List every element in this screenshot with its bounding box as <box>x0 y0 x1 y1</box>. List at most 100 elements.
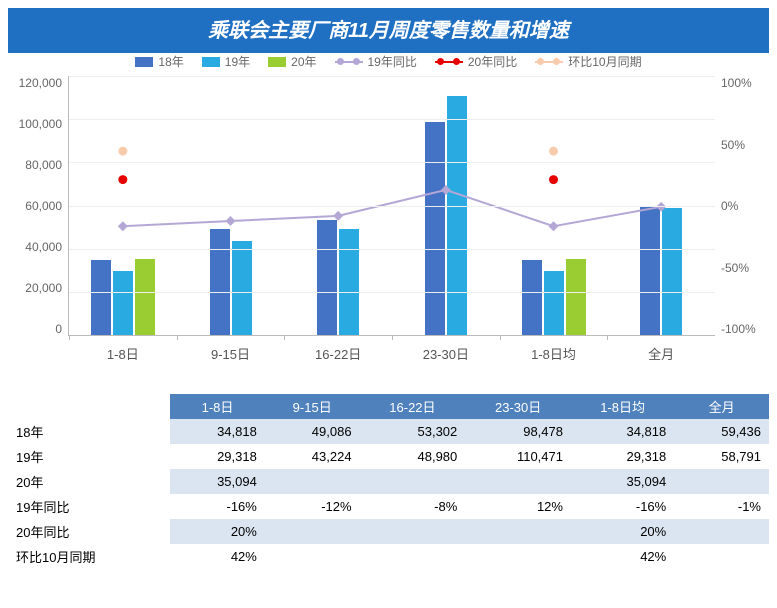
table-cell <box>360 469 466 494</box>
legend-item: 18年 <box>135 53 183 70</box>
table-cell: 35,094 <box>170 469 265 494</box>
table-row: 20年35,09435,094 <box>8 469 769 494</box>
table-row: 19年同比-16%-12%-8%12%-16%-1% <box>8 494 769 519</box>
x-axis-label: 16-22日 <box>315 344 361 363</box>
table-cell <box>265 519 360 544</box>
table-cell: 20% <box>170 519 265 544</box>
bar <box>339 229 359 335</box>
table-cell: 34,818 <box>571 419 674 444</box>
table-cell: 58,791 <box>674 444 769 469</box>
bar <box>544 271 564 335</box>
x-axis-label: 23-30日 <box>423 344 469 363</box>
legend-line <box>335 61 363 63</box>
row-label: 18年 <box>8 419 170 444</box>
gridline <box>69 292 715 293</box>
y-left-tick: 0 <box>8 322 62 336</box>
gridline <box>69 249 715 250</box>
bar <box>662 208 682 335</box>
x-axis-label: 1-8日均 <box>531 344 576 363</box>
y-left-tick: 20,000 <box>8 281 62 295</box>
table-header-cell: 23-30日 <box>465 394 571 419</box>
table-cell: -12% <box>265 494 360 519</box>
table-cell: 12% <box>465 494 571 519</box>
table-cell: 59,436 <box>674 419 769 444</box>
bars-wrap <box>317 220 359 335</box>
y-right-tick: 100% <box>721 76 769 90</box>
table-cell: 48,980 <box>360 444 466 469</box>
table-header-cell: 9-15日 <box>265 394 360 419</box>
row-label: 20年同比 <box>8 519 170 544</box>
bars-wrap <box>640 206 682 335</box>
bar <box>210 229 230 335</box>
y-right-tick: -50% <box>721 261 769 275</box>
table-header-cell <box>8 394 170 419</box>
table-cell: -1% <box>674 494 769 519</box>
table-row: 环比10月同期42%42% <box>8 544 769 569</box>
table-cell: 49,086 <box>265 419 360 444</box>
bars-wrap <box>91 259 155 335</box>
table-row: 19年29,31843,22448,980110,47129,31858,791 <box>8 444 769 469</box>
legend-label: 环比10月同期 <box>568 53 641 70</box>
table-cell <box>360 544 466 569</box>
data-table: 1-8日9-15日16-22日23-30日1-8日均全月 18年34,81849… <box>8 394 769 569</box>
table-cell: 29,318 <box>571 444 674 469</box>
y-left-tick: 80,000 <box>8 158 62 172</box>
table-cell: 42% <box>571 544 674 569</box>
bars-wrap <box>425 96 467 335</box>
legend-swatch <box>202 57 220 67</box>
legend-item: 19年 <box>202 53 250 70</box>
legend-label: 19年 <box>225 53 250 70</box>
table-cell <box>465 544 571 569</box>
y-left-tick: 100,000 <box>8 117 62 131</box>
gridline <box>69 162 715 163</box>
legend-swatch <box>268 57 286 67</box>
bar <box>447 96 467 335</box>
table-body: 18年34,81849,08653,30298,47834,81859,4361… <box>8 419 769 569</box>
y-left-tick: 120,000 <box>8 76 62 90</box>
bar <box>522 260 542 335</box>
table-cell <box>265 544 360 569</box>
chart-area: 120,000100,00080,00060,00040,00020,0000 … <box>8 76 769 386</box>
table-header-cell: 1-8日均 <box>571 394 674 419</box>
bars-wrap <box>522 259 586 335</box>
row-label: 19年 <box>8 444 170 469</box>
table-cell: 20% <box>571 519 674 544</box>
legend-line <box>435 61 463 63</box>
legend-label: 18年 <box>158 53 183 70</box>
gridline <box>69 119 715 120</box>
x-axis-label: 全月 <box>648 344 674 363</box>
y-left-axis: 120,000100,00080,00060,00040,00020,0000 <box>8 76 62 336</box>
legend: 18年19年20年19年同比20年同比环比10月同期 <box>8 53 769 76</box>
table-cell: 53,302 <box>360 419 466 444</box>
table-cell: 34,818 <box>170 419 265 444</box>
table-row: 20年同比20%20% <box>8 519 769 544</box>
table-cell <box>465 519 571 544</box>
table-cell: 42% <box>170 544 265 569</box>
bar <box>135 259 155 335</box>
y-right-axis: 100% 50% 0% -50% -100% <box>721 76 769 336</box>
table-cell: 43,224 <box>265 444 360 469</box>
bar <box>640 206 660 335</box>
legend-label: 20年 <box>291 53 316 70</box>
bar <box>566 259 586 335</box>
y-right-tick: 50% <box>721 138 769 152</box>
legend-item: 20年 <box>268 53 316 70</box>
y-right-tick: 0% <box>721 199 769 213</box>
x-axis-label: 1-8日 <box>107 344 139 363</box>
legend-swatch <box>135 57 153 67</box>
table-cell <box>674 544 769 569</box>
row-label: 20年 <box>8 469 170 494</box>
bar <box>317 220 337 335</box>
row-label: 环比10月同期 <box>8 544 170 569</box>
table-header: 1-8日9-15日16-22日23-30日1-8日均全月 <box>8 394 769 419</box>
table-cell <box>674 469 769 494</box>
table-cell: 35,094 <box>571 469 674 494</box>
row-label: 19年同比 <box>8 494 170 519</box>
table-header-cell: 16-22日 <box>360 394 466 419</box>
legend-line <box>535 61 563 63</box>
gridline <box>69 76 715 77</box>
y-right-tick: -100% <box>721 322 769 336</box>
legend-item: 环比10月同期 <box>535 53 641 70</box>
table-cell: -8% <box>360 494 466 519</box>
chart-container: 乘联会主要厂商11月周度零售数量和增速 18年19年20年19年同比20年同比环… <box>0 0 777 577</box>
